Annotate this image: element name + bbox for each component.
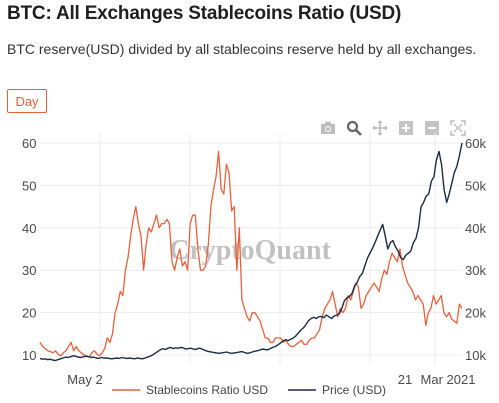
- left-tick-label: 10: [22, 348, 36, 363]
- right-tick-label: 30k: [465, 263, 486, 278]
- legend-label: Stablecoins Ratio USD: [146, 383, 268, 397]
- timeframe-day-button[interactable]: Day: [7, 89, 47, 113]
- camera-icon[interactable]: [318, 118, 338, 138]
- price-series-line: [39, 142, 463, 362]
- legend-label: Price (USD): [322, 383, 386, 397]
- right-tick-label: 50k: [465, 178, 486, 193]
- x-tick-label: May 2: [67, 372, 102, 387]
- pan-icon[interactable]: [370, 118, 390, 138]
- zoom-icon[interactable]: [344, 118, 364, 138]
- ratio-series-line: [39, 150, 463, 358]
- left-tick-label: 20: [22, 306, 36, 321]
- left-axis: 10 20 30 40 50 60: [22, 136, 36, 363]
- zoom-out-icon[interactable]: [422, 118, 442, 138]
- watermark: CryptoQuant: [169, 235, 331, 266]
- series-lines: [39, 142, 463, 362]
- legend: Stablecoins Ratio USD Price (USD): [112, 383, 386, 397]
- zoom-in-icon[interactable]: [396, 118, 416, 138]
- x-tick-label: 21: [398, 372, 412, 387]
- right-tick-label: 60k: [465, 136, 486, 151]
- left-tick-label: 50: [22, 178, 36, 193]
- x-tick-label: Mar 2021: [421, 372, 476, 387]
- right-tick-label: 20k: [465, 306, 486, 321]
- chart-toolbar: [318, 118, 468, 138]
- chart-grid: [40, 133, 462, 365]
- right-tick-label: 40k: [465, 221, 486, 236]
- page-title: BTC: All Exchanges Stablecoins Ratio (US…: [7, 3, 402, 24]
- left-tick-label: 60: [22, 136, 36, 151]
- left-tick-label: 30: [22, 263, 36, 278]
- x-axis: May 2 21 Mar 2021: [67, 372, 475, 387]
- left-tick-label: 40: [22, 221, 36, 236]
- chart-description: BTC reserve(USD) divided by all stableco…: [7, 41, 477, 57]
- right-axis: 10k 20k 30k 40k 50k 60k: [465, 136, 486, 363]
- autoscale-icon[interactable]: [448, 118, 468, 138]
- right-tick-label: 10k: [465, 348, 486, 363]
